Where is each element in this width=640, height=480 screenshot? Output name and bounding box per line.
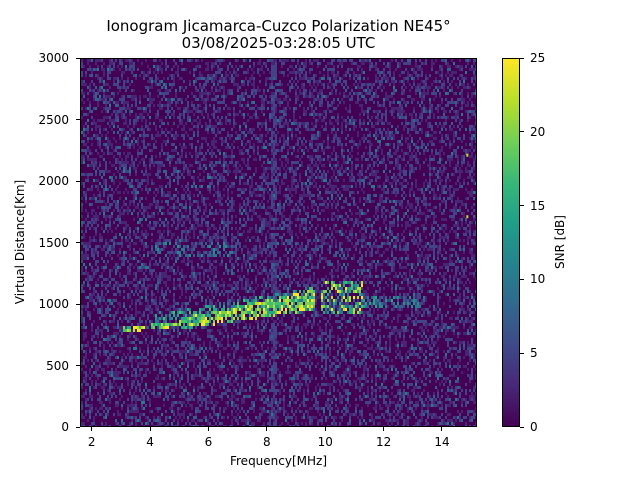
x-tick-mark: [383, 427, 385, 431]
y-axis-label: Virtual Distance[Km]: [13, 179, 27, 305]
y-tick-label: 3000: [38, 51, 69, 65]
y-tick-label: 1000: [38, 297, 69, 311]
colorbar-tick-mark: [520, 57, 524, 59]
colorbar-tick-mark: [520, 426, 524, 428]
x-tick-mark: [91, 427, 93, 431]
y-tick-mark: [76, 303, 80, 305]
chart-subtitle: 03/08/2025-03:28:05 UTC: [181, 34, 376, 52]
x-tick-label: 6: [204, 435, 213, 449]
x-tick-mark: [324, 427, 326, 431]
y-tick-mark: [76, 119, 80, 120]
colorbar-tick-label: 20: [530, 124, 546, 139]
colorbar-tick-mark: [520, 352, 524, 354]
y-tick-mark: [76, 57, 80, 59]
x-axis-label: Frequency[MHz]: [229, 454, 328, 468]
colorbar: [502, 58, 520, 427]
x-tick-label: 4: [146, 435, 154, 449]
x-tick-label: 8: [262, 435, 271, 449]
x-tick-label: 10: [317, 435, 333, 449]
colorbar-tick-label: 15: [530, 198, 546, 213]
x-tick-mark: [149, 427, 151, 431]
x-tick-label: 2: [87, 435, 96, 449]
y-tick-mark: [76, 242, 80, 243]
colorbar-tick-label: 0: [530, 420, 538, 434]
y-tick-label: 2500: [38, 112, 69, 127]
x-tick-mark: [207, 427, 209, 431]
y-tick-mark: [76, 365, 80, 366]
y-tick-mark: [76, 180, 80, 182]
y-tick-label: 2000: [38, 174, 69, 188]
y-tick-label: 0: [61, 420, 69, 434]
colorbar-tick-mark: [520, 278, 524, 280]
colorbar-tick-label: 5: [530, 346, 538, 361]
y-tick-label: 1500: [38, 235, 69, 250]
x-tick-mark: [441, 427, 443, 431]
y-tick-mark: [76, 426, 80, 428]
x-tick-mark: [266, 427, 268, 431]
x-tick-label: 14: [434, 435, 450, 449]
colorbar-tick-mark: [520, 131, 524, 133]
chart-title: Ionogram Jicamarca-Cuzco Polarization NE…: [106, 17, 451, 35]
ionogram-heatmap: [80, 58, 477, 427]
x-tick-label: 12: [375, 435, 392, 449]
colorbar-tick-mark: [520, 205, 524, 207]
colorbar-label: SNR [dB]: [553, 215, 567, 269]
colorbar-tick-label: 25: [530, 51, 546, 65]
y-tick-label: 500: [46, 358, 69, 373]
colorbar-tick-label: 10: [530, 272, 546, 287]
